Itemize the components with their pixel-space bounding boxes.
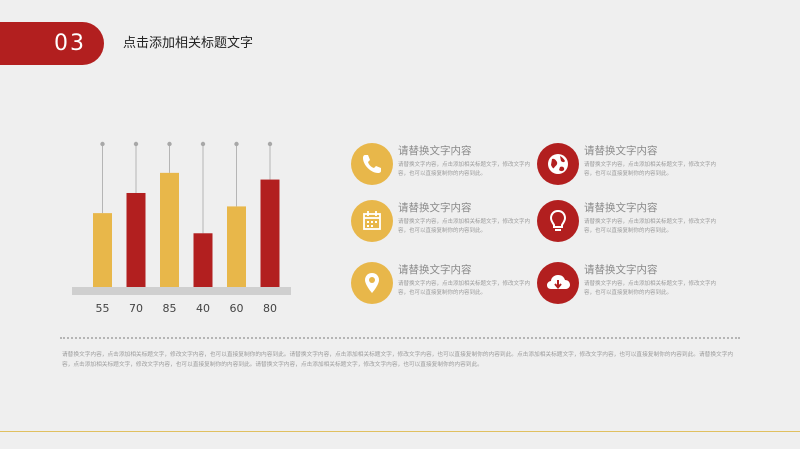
globe-icon [537,143,579,185]
chart-bar[interactable] [260,179,280,287]
feature-title: 请替换文字内容 [584,202,658,214]
lightbulb-icon [537,200,579,242]
chart-bar[interactable] [93,213,112,287]
calendar-icon [351,200,393,242]
phone-icon [351,143,393,185]
feature-item[interactable]: 请替换文字内容 请替换文字内容，点击添加相关标题文字，修改文字内容，也可以直接复… [351,200,541,244]
chart-baseline [72,287,291,295]
bar-value-label: 55 [96,302,110,315]
location-pin-icon [351,262,393,304]
feature-desc: 请替换文字内容，点击添加相关标题文字，修改文字内容，也可以直接复制你的内容到此。 [398,281,531,296]
dotted-divider [60,337,740,339]
body-paragraph[interactable]: 请替换文字内容，点击添加相关标题文字，修改文字内容，也可以直接复制你的内容到此。… [62,352,734,368]
feature-item[interactable]: 请替换文字内容 请替换文字内容，点击添加相关标题文字，修改文字内容，也可以直接复… [537,200,727,244]
bar-marker-dot [133,141,139,147]
feature-title: 请替换文字内容 [398,264,472,276]
bar-value-label: 85 [163,302,177,315]
feature-title: 请替换文字内容 [398,145,472,157]
feature-item[interactable]: 请替换文字内容 请替换文字内容，点击添加相关标题文字，修改文字内容，也可以直接复… [351,143,541,187]
chart-bar[interactable] [193,233,213,287]
feature-title: 请替换文字内容 [584,264,658,276]
feature-desc: 请替换文字内容，点击添加相关标题文字，修改文字内容，也可以直接复制你的内容到此。 [398,162,531,177]
section-number: 03 [54,31,86,56]
bar-marker-dot [267,141,273,147]
feature-desc: 请替换文字内容，点击添加相关标题文字，修改文字内容，也可以直接复制你的内容到此。 [584,281,717,296]
bar-value-label: 60 [230,302,244,315]
feature-item[interactable]: 请替换文字内容 请替换文字内容，点击添加相关标题文字，修改文字内容，也可以直接复… [537,143,727,187]
feature-title: 请替换文字内容 [584,145,658,157]
feature-item[interactable]: 请替换文字内容 请替换文字内容，点击添加相关标题文字，修改文字内容，也可以直接复… [537,262,727,306]
cloud-download-icon [537,262,579,304]
feature-desc: 请替换文字内容，点击添加相关标题文字，修改文字内容，也可以直接复制你的内容到此。 [584,219,717,234]
bar-marker-dot [167,141,172,147]
bar-value-label: 80 [263,302,277,315]
bar-value-label: 70 [129,302,143,315]
chart-bar[interactable] [160,172,179,287]
feature-desc: 请替换文字内容，点击添加相关标题文字，修改文字内容，也可以直接复制你的内容到此。 [398,219,531,234]
feature-desc: 请替换文字内容，点击添加相关标题文字，修改文字内容，也可以直接复制你的内容到此。 [584,162,717,177]
bottom-rule [0,431,800,432]
chart-bar[interactable] [126,192,146,287]
bar-value-label: 40 [196,302,210,315]
bar-marker-dot [200,141,206,147]
bar-marker-dot [100,141,105,147]
section-number-tab [0,22,104,65]
chart-bar[interactable] [227,206,246,287]
bar-marker-dot [234,141,239,147]
feature-title: 请替换文字内容 [398,202,472,214]
feature-item[interactable]: 请替换文字内容 请替换文字内容，点击添加相关标题文字，修改文字内容，也可以直接复… [351,262,541,306]
page-title[interactable]: 点击添加相关标题文字 [123,36,254,51]
